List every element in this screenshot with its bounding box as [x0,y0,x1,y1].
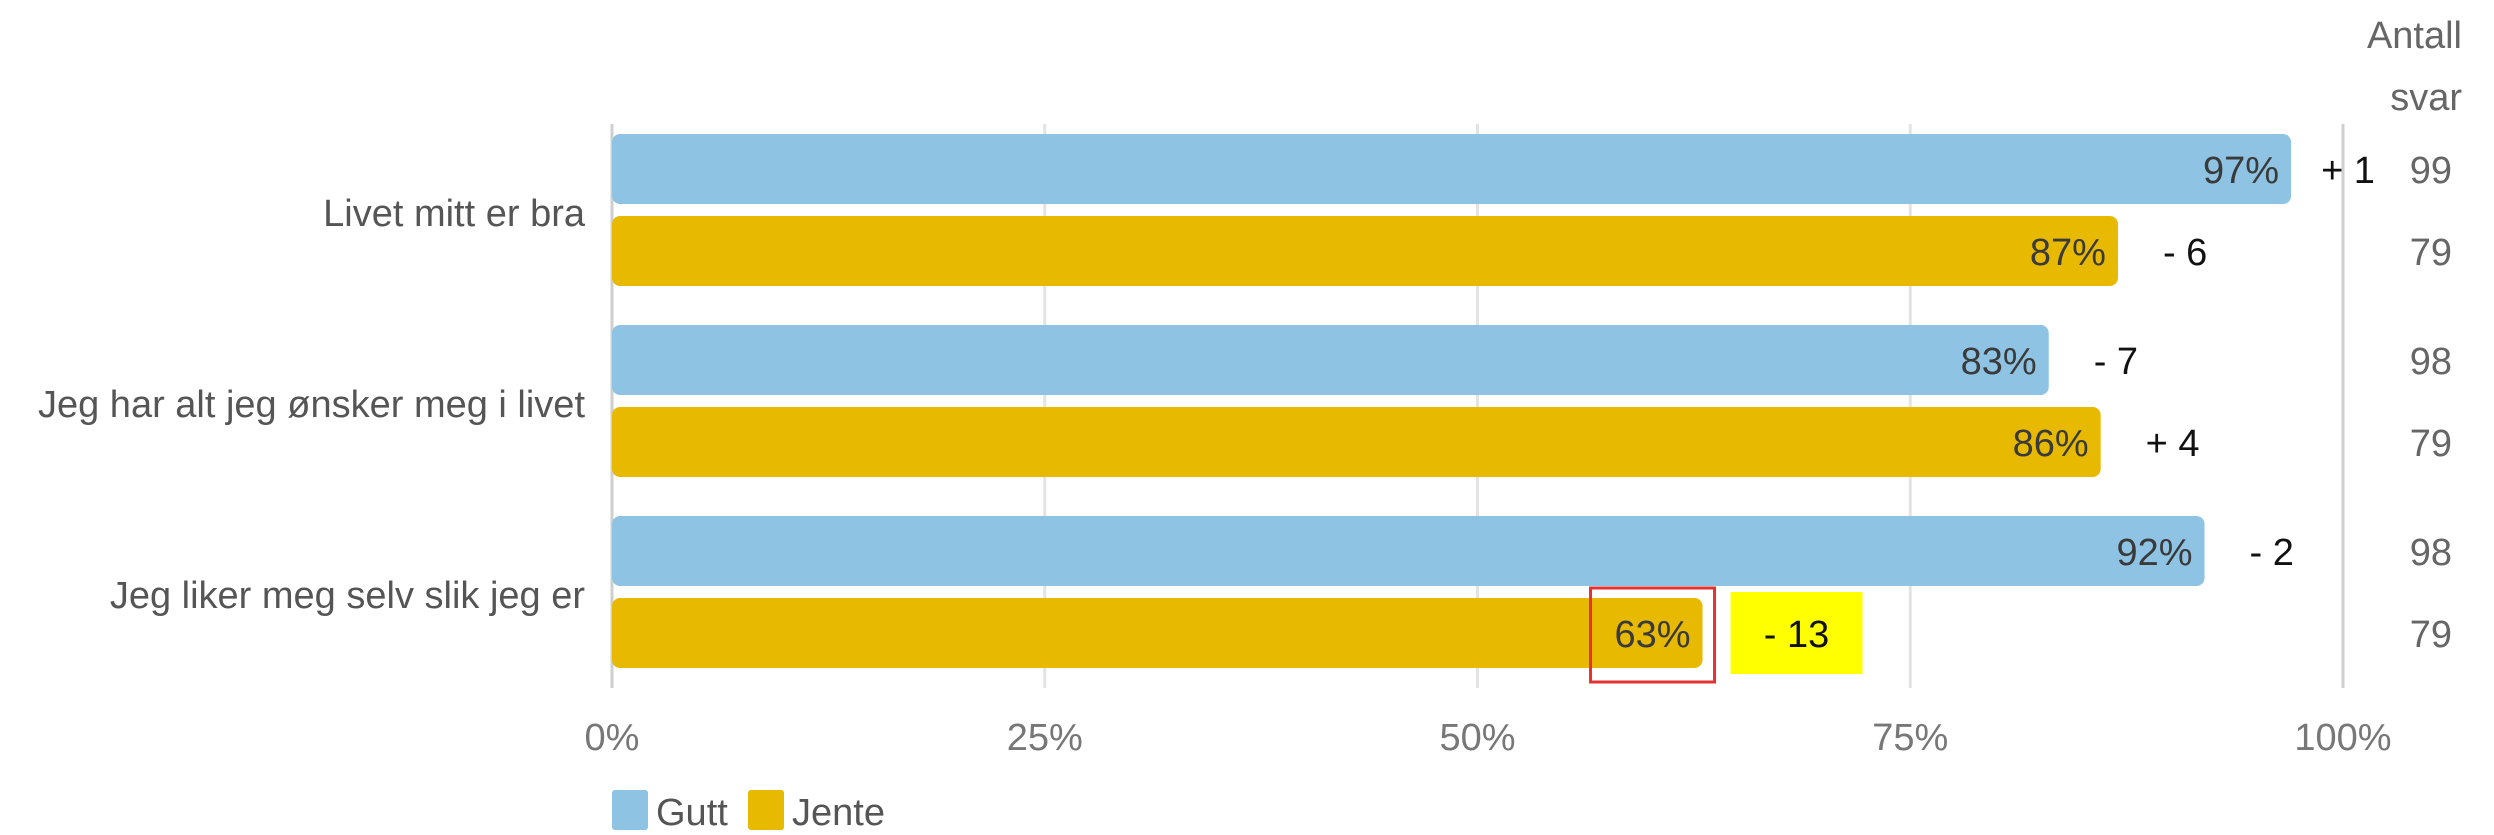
count-header-line-2: svar [2390,77,2462,119]
highlight-box [1589,586,1717,684]
count-gutt-3: 98 [2410,532,2452,574]
bar-gutt-1 [612,134,2292,204]
x-axis: 0% 25% 50% 75% 100% [585,717,2392,759]
count-gutt-2: 98 [2410,341,2452,383]
count-jente-1: 79 [2410,232,2452,274]
legend-swatch-jente [748,790,784,830]
x-tick-label-50: 50% [1439,717,1515,759]
bar-gutt-2 [612,325,2049,395]
bars: 97% + 1 87% - 6 83% - 786% + 4 92% - 2 63% - 13 [612,134,2375,684]
bar-jente-2 [612,407,2101,477]
value-label-jente-2: 86% [2013,423,2089,465]
bar-jente-1 [612,216,2118,286]
highlight-delta-background [1730,592,1863,674]
count-gutt-1: 99 [2410,150,2452,192]
value-label-jente-3: 63% [1614,614,1690,656]
delta-label-jente-3: - 13 [1764,614,1829,656]
delta-label-gutt-1: + 1 [2321,150,2375,192]
x-tick-label-25: 25% [1007,717,1083,759]
count-header-line-1: Antall [2367,15,2462,57]
category-labels: Livet mitt er bra Jeg har alt jeg ønsker … [38,193,586,617]
count-jente-3: 79 [2410,614,2452,656]
count-jente-2: 79 [2410,423,2452,465]
legend-label-jente: Jente [792,792,885,834]
value-label-jente-1: 87% [2030,232,2106,274]
bar-jente-3 [612,598,1703,668]
bar-gutt-3 [612,516,2205,586]
legend-label-gutt: Gutt [656,792,728,834]
value-label-gutt-3: 92% [2116,532,2192,574]
value-label-gutt-2: 83% [1961,341,2037,383]
category-label-3: Jeg liker meg selv slik jeg er [110,575,586,617]
delta-label-gutt-3: - 2 [2250,532,2294,574]
x-tick-label-100: 100% [2294,717,2391,759]
legend-swatch-gutt [612,790,648,830]
x-tick-label-0: 0% [585,717,640,759]
value-label-gutt-1: 97% [2203,150,2279,192]
x-tick-label-75: 75% [1872,717,1948,759]
legend: Gutt Jente [612,790,885,834]
delta-label-jente-2: + 4 [2146,423,2200,465]
count-column: Antall svar 99 79 98 79 98 79 [2367,15,2462,656]
delta-label-gutt-2: - 7 [2094,341,2138,383]
category-label-2: Jeg har alt jeg ønsker meg i livet [38,384,585,426]
category-label-1: Livet mitt er bra [323,193,586,235]
delta-label-jente-1: - 6 [2163,232,2207,274]
